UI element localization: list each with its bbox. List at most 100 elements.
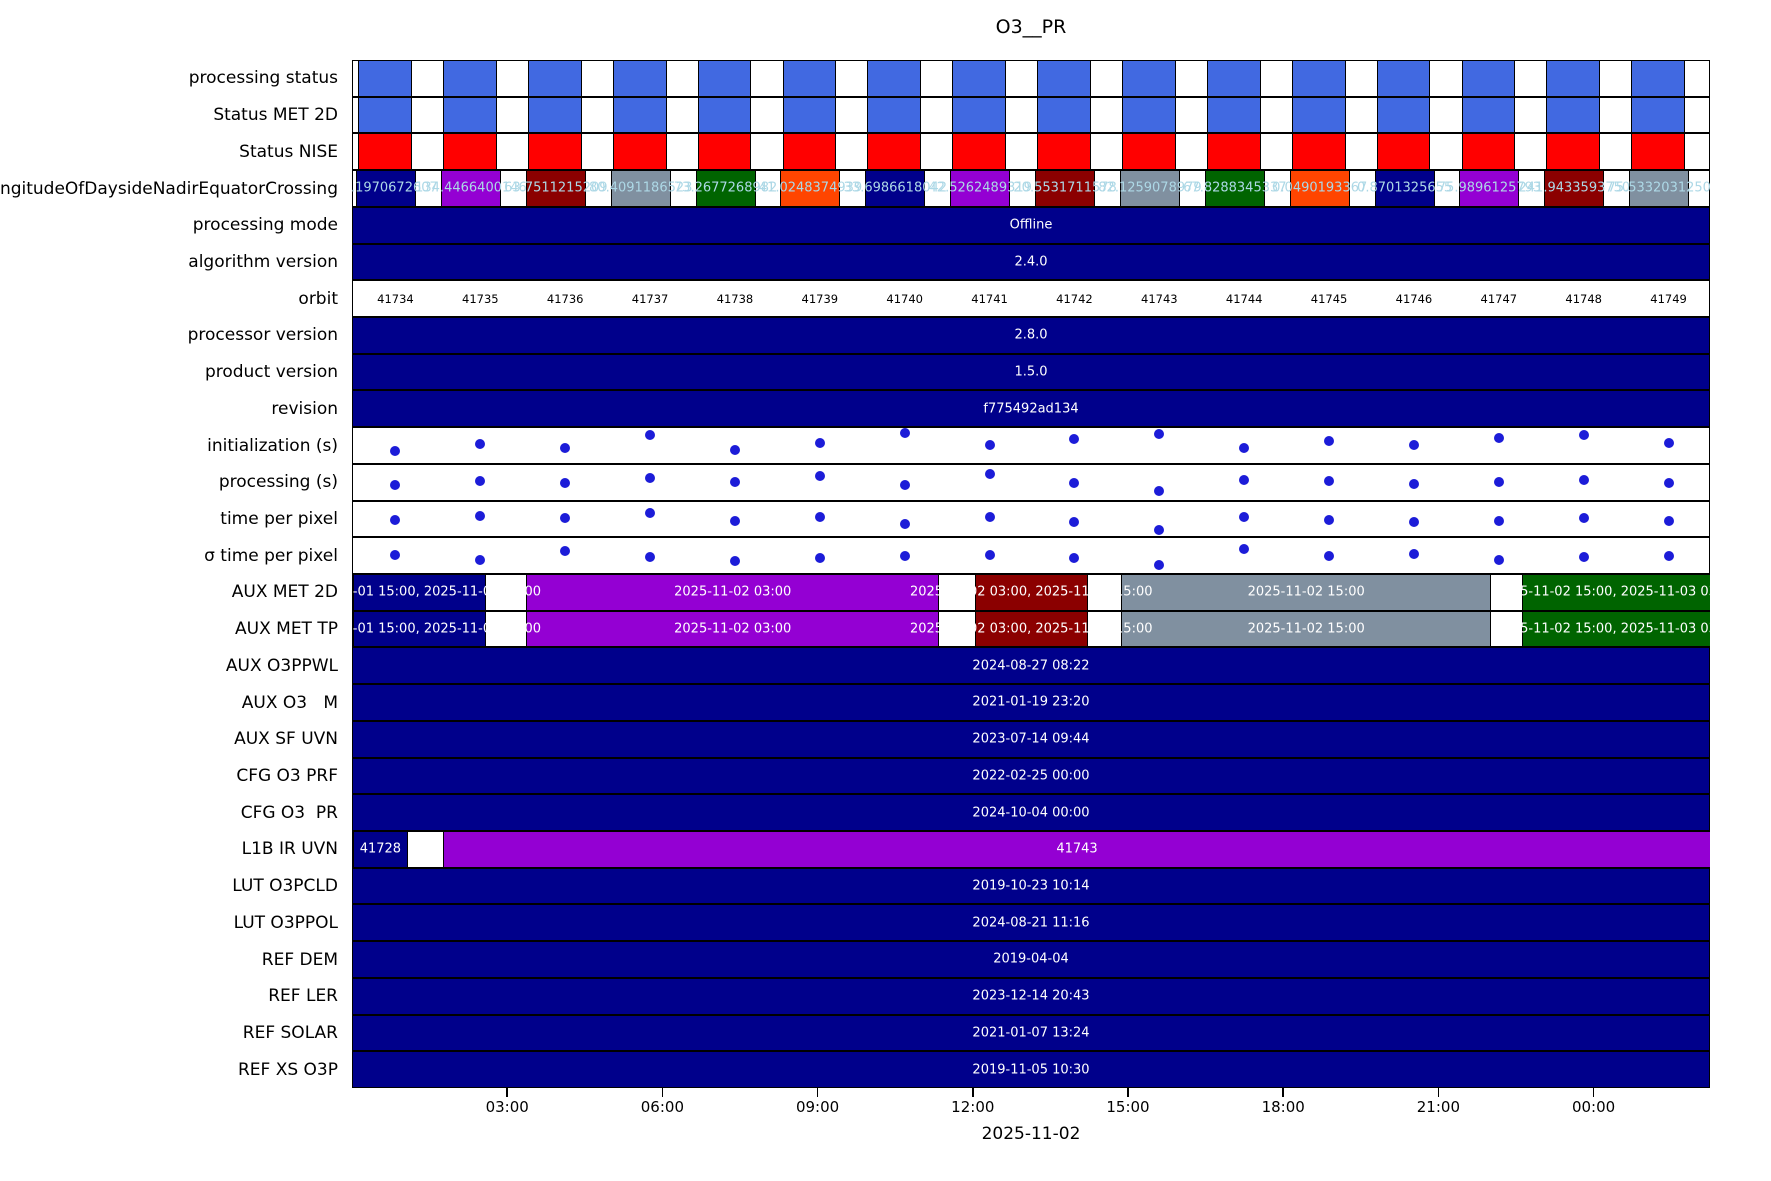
scatter-point — [1154, 485, 1165, 496]
scatter-point — [1069, 516, 1080, 527]
longitude-bar — [695, 171, 756, 206]
scatter-point — [645, 472, 656, 483]
timeline-segment — [526, 575, 940, 610]
scatter-point — [390, 514, 401, 525]
row-label: algorithm version — [188, 251, 338, 272]
status-bar — [612, 61, 667, 96]
timeline-row — [352, 60, 1710, 97]
timeline-row: 2019-11-05 10:30 — [352, 1051, 1710, 1088]
status-bar — [1037, 97, 1091, 133]
chart-plot-area: 33.1970672607134.446640014663.7511215209… — [352, 60, 1710, 1088]
row-label: REF SOLAR — [242, 1022, 338, 1043]
row-label: processing mode — [192, 215, 338, 236]
status-bar — [527, 97, 582, 133]
scatter-point — [729, 477, 740, 488]
timeline-row: 2025-11-01 15:00, 2025-11-02 03:00 2025-1… — [352, 610, 1710, 648]
scatter-point — [1239, 474, 1250, 485]
row-label: σ time per pixel — [204, 545, 338, 566]
segment-label: 2025-11-02 15:00 — [1247, 584, 1365, 600]
status-bar — [443, 97, 497, 133]
row-value-text: 2021-01-07 13:24 — [972, 1025, 1090, 1041]
scatter-point — [984, 469, 995, 480]
scatter-point — [1239, 511, 1250, 522]
row-label: processor version — [187, 325, 338, 346]
x-axis-tick-label: 12:00 — [951, 1098, 995, 1116]
longitude-value-text: 33.1970672607 — [352, 180, 438, 196]
scatter-point — [1154, 428, 1165, 439]
longitude-bar — [1374, 171, 1435, 206]
row-value-text: 2023-12-14 20:43 — [972, 988, 1090, 1004]
x-axis-tick-label: 21:00 — [1416, 1098, 1460, 1116]
status-bar — [782, 97, 837, 133]
x-axis-tick-label: 15:00 — [1106, 1098, 1150, 1116]
scatter-point — [1663, 437, 1674, 448]
x-axis-tick — [1437, 1088, 1440, 1097]
row-value-text: 2023-07-14 09:44 — [972, 731, 1090, 747]
status-bar — [952, 134, 1007, 170]
segment-label: 2025-11-01 15:00, 2025-11-02 03:00 — [352, 584, 542, 600]
scatter-point — [645, 508, 656, 519]
status-bar — [1122, 134, 1176, 170]
row-label: revision — [271, 398, 338, 419]
status-bar — [1546, 134, 1601, 170]
status-bar — [1122, 97, 1176, 133]
segment-label: 2025-11-02 15:00, 2025-11-03 03:00 — [1495, 621, 1710, 637]
row-label: LUT O3PCLD — [232, 876, 338, 897]
timeline-row — [352, 96, 1710, 134]
longitude-value-text: 67.8288345337 — [1183, 180, 1287, 196]
status-bar — [697, 97, 752, 133]
timeline-row: 41734 41735 41736 41737 41738 41739 41740 41741… — [352, 280, 1710, 317]
scatter-point — [560, 478, 571, 489]
scatter-point — [729, 556, 740, 567]
row-value-text: 2019-10-23 10:14 — [972, 878, 1090, 894]
scatter-point — [814, 437, 825, 448]
scatter-point — [475, 554, 486, 565]
scatter-point — [390, 445, 401, 456]
x-axis-date-label: 2025-11-02 — [981, 1124, 1081, 1144]
status-bar — [1461, 134, 1516, 170]
timeline-row: 2022-02-25 00:00 — [352, 757, 1710, 795]
status-bar — [1631, 61, 1686, 96]
orbit-number: 41743 — [1141, 291, 1178, 306]
status-bar — [1376, 134, 1431, 170]
segment-label: 2025-11-02 03:00 — [674, 621, 792, 637]
timeline-segment — [974, 575, 1088, 610]
scatter-point — [475, 476, 486, 487]
scatter-point — [1154, 525, 1165, 536]
longitude-bar — [1119, 171, 1180, 206]
timeline-row: 1.5.0 — [352, 353, 1710, 391]
longitude-value-text: 20.5531711578 — [1013, 180, 1117, 196]
scatter-point — [560, 546, 571, 557]
status-bar — [443, 134, 497, 170]
status-bar — [697, 61, 752, 96]
segment-label: 2025-11-02 15:00 — [1247, 621, 1365, 637]
orbit-number: 41742 — [1056, 291, 1093, 306]
row-label: CFG O3 PR — [240, 802, 338, 823]
scatter-point — [1324, 435, 1335, 446]
segment-label: 41743 — [1056, 841, 1098, 857]
timeline-row: 2024-08-21 11:16 — [352, 904, 1710, 942]
scatter-point — [1408, 517, 1419, 528]
longitude-bar — [525, 171, 586, 206]
timeline-row: 2023-12-14 20:43 — [352, 977, 1710, 1015]
timeline-row — [352, 500, 1710, 538]
status-bar — [782, 61, 837, 96]
row-label: AUX SF UVN — [234, 729, 338, 750]
timeline-segment — [1522, 611, 1710, 647]
status-bar — [527, 61, 582, 96]
x-axis-tick — [1127, 1088, 1129, 1097]
status-bar — [867, 97, 922, 133]
scatter-point — [1578, 475, 1589, 486]
row-label: AUX O3PPWL — [225, 655, 338, 676]
status-bar — [1631, 97, 1686, 133]
status-bar — [612, 97, 667, 133]
longitude-bar — [1629, 171, 1690, 206]
scatter-point — [1239, 443, 1250, 454]
status-bar — [867, 61, 922, 96]
longitude-value-text: 0.0490193367 — [1272, 180, 1368, 196]
longitude-bar — [1289, 171, 1350, 206]
row-value-text: 2024-10-04 00:00 — [972, 805, 1090, 821]
scatter-point — [814, 470, 825, 481]
x-axis-tick — [816, 1088, 819, 1097]
